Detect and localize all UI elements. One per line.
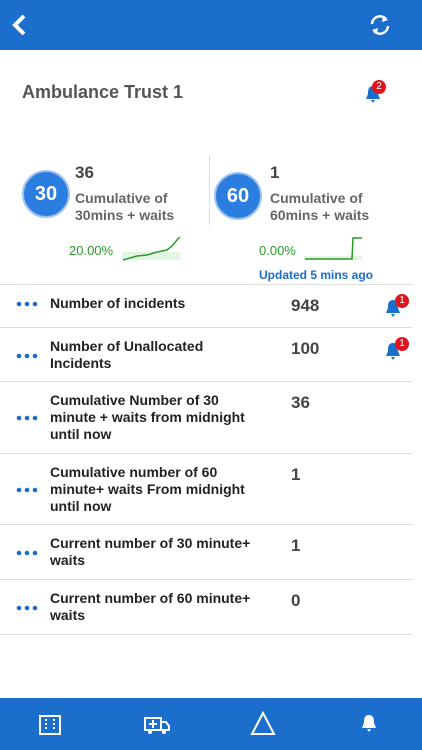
label-line: 30mins + waits xyxy=(75,207,175,223)
label-line: Number of Unallocated xyxy=(50,338,204,354)
row-menu[interactable] xyxy=(16,411,38,425)
sparkline xyxy=(304,237,362,260)
bottom-nav xyxy=(0,698,422,750)
row-value: 36 xyxy=(291,393,310,412)
summary-badge: 60 xyxy=(214,172,262,220)
row-menu[interactable] xyxy=(16,546,38,560)
label-line: minute + waits from midnight xyxy=(50,409,245,425)
label-line: until now xyxy=(50,498,112,514)
row-label: Number of incidents xyxy=(50,295,185,312)
label-line: Cumulative of xyxy=(270,190,363,206)
row-separator xyxy=(0,327,412,328)
percent: 20.00% xyxy=(69,243,114,258)
row-separator xyxy=(0,284,412,285)
row-separator xyxy=(0,524,412,525)
row-label: Current number of 60 minute+ waits xyxy=(50,590,250,624)
label-line: 60mins + waits xyxy=(270,207,370,223)
row-label: Cumulative Number of 30 minute + waits fr… xyxy=(50,392,245,443)
back-button[interactable] xyxy=(10,13,30,37)
row-separator xyxy=(0,579,412,580)
nav-alerts[interactable] xyxy=(359,713,379,735)
summary-label: Cumulative of 60mins + waits xyxy=(270,190,369,224)
label-line: Number of incidents xyxy=(50,295,186,311)
row-menu[interactable] xyxy=(16,349,38,363)
label-line: Cumulative Number of 30 xyxy=(50,392,219,408)
row-label: Number of Unallocated Incidents xyxy=(50,338,203,372)
refresh-button[interactable] xyxy=(368,13,392,37)
label-line: Incidents xyxy=(50,355,112,371)
summary-label: Cumulative of 30mins + waits xyxy=(75,190,174,224)
label-line: waits xyxy=(50,552,86,568)
summary-badge: 30 xyxy=(22,170,70,218)
nav-ambulance[interactable] xyxy=(143,712,171,736)
row-separator xyxy=(0,381,412,382)
row-value: 948 xyxy=(291,296,320,315)
updated-note: Updated 5 mins ago xyxy=(259,268,374,282)
percent: 0.00% xyxy=(259,243,296,258)
summary-value: 1 xyxy=(270,163,280,182)
row-menu[interactable] xyxy=(16,601,38,615)
row-menu[interactable] xyxy=(16,297,38,311)
row-value: 1 xyxy=(291,465,301,484)
label-line: Current number of 30 minute+ xyxy=(50,535,251,551)
row-label: Current number of 30 minute+ waits xyxy=(50,535,250,569)
row-value: 1 xyxy=(291,536,301,555)
summary-value: 36 xyxy=(75,163,94,182)
divider xyxy=(209,155,210,225)
nav-nhs[interactable] xyxy=(250,711,276,737)
trust-title: Ambulance Trust 1 xyxy=(22,82,184,102)
row-value: 100 xyxy=(291,339,320,358)
row-alert-badge: 1 xyxy=(395,337,409,351)
row-value: 0 xyxy=(291,591,301,610)
row-separator xyxy=(0,634,412,635)
nav-hospital[interactable] xyxy=(38,712,62,736)
notification-badge: 2 xyxy=(372,80,386,94)
label-line: Cumulative of xyxy=(75,190,168,206)
sparkline xyxy=(122,236,181,261)
label-line: minute+ waits From midnight xyxy=(50,481,245,497)
row-alert-badge: 1 xyxy=(395,294,409,308)
label-line: Cumulative number of 60 xyxy=(50,464,218,480)
label-line: waits xyxy=(50,607,86,623)
top-bar xyxy=(0,0,422,50)
label-line: until now xyxy=(50,426,112,442)
row-menu[interactable] xyxy=(16,483,38,497)
label-line: Current number of 60 minute+ xyxy=(50,590,251,606)
row-separator xyxy=(0,453,412,454)
row-label: Cumulative number of 60 minute+ waits Fro… xyxy=(50,464,245,515)
